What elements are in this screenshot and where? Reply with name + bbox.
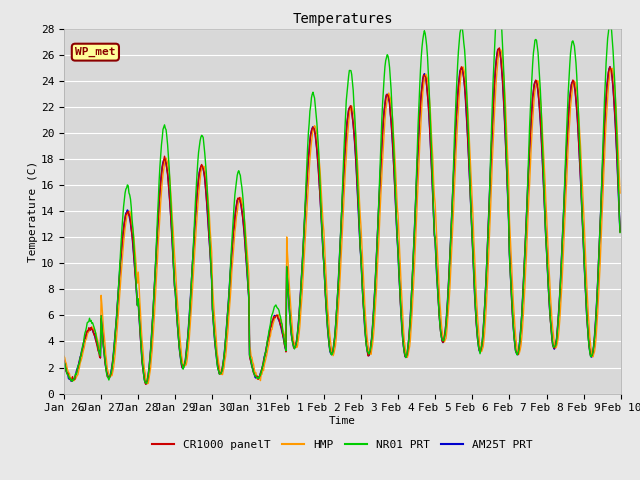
HMP bbox=[616, 190, 624, 196]
Text: WP_met: WP_met bbox=[75, 47, 116, 57]
AM25T PRT bbox=[495, 47, 502, 52]
Y-axis label: Temperature (C): Temperature (C) bbox=[28, 161, 38, 262]
NR01 PRT bbox=[60, 360, 68, 365]
Legend: CR1000 panelT, HMP, NR01 PRT, AM25T PRT: CR1000 panelT, HMP, NR01 PRT, AM25T PRT bbox=[148, 436, 537, 455]
CR1000 panelT bbox=[127, 226, 135, 232]
CR1000 panelT bbox=[70, 376, 78, 382]
HMP bbox=[127, 217, 135, 223]
Line: HMP: HMP bbox=[64, 49, 620, 384]
CR1000 panelT bbox=[60, 358, 68, 363]
NR01 PRT bbox=[410, 231, 418, 237]
AM25T PRT bbox=[127, 227, 135, 232]
CR1000 panelT bbox=[214, 363, 221, 369]
NR01 PRT bbox=[70, 376, 78, 382]
X-axis label: Time: Time bbox=[329, 416, 356, 426]
HMP bbox=[143, 381, 151, 386]
NR01 PRT bbox=[616, 229, 624, 235]
Line: CR1000 panelT: CR1000 panelT bbox=[64, 48, 620, 384]
NR01 PRT bbox=[185, 327, 193, 333]
NR01 PRT bbox=[214, 366, 221, 372]
CR1000 panelT bbox=[495, 45, 503, 51]
AM25T PRT bbox=[70, 376, 78, 382]
HMP bbox=[185, 343, 193, 348]
CR1000 panelT bbox=[616, 229, 624, 235]
CR1000 panelT bbox=[410, 233, 418, 239]
NR01 PRT bbox=[142, 380, 150, 386]
AM25T PRT bbox=[410, 232, 418, 238]
NR01 PRT bbox=[495, 0, 502, 6]
AM25T PRT bbox=[143, 381, 150, 386]
HMP bbox=[410, 268, 418, 274]
HMP bbox=[427, 112, 435, 118]
HMP bbox=[214, 354, 221, 360]
AM25T PRT bbox=[60, 359, 68, 365]
NR01 PRT bbox=[127, 204, 135, 210]
CR1000 panelT bbox=[185, 326, 193, 332]
Line: AM25T PRT: AM25T PRT bbox=[64, 49, 620, 384]
HMP bbox=[495, 46, 503, 52]
Line: NR01 PRT: NR01 PRT bbox=[64, 3, 620, 383]
Title: Temperatures: Temperatures bbox=[292, 12, 393, 26]
HMP bbox=[60, 353, 68, 359]
CR1000 panelT bbox=[142, 382, 150, 387]
AM25T PRT bbox=[427, 142, 435, 148]
AM25T PRT bbox=[616, 228, 624, 234]
AM25T PRT bbox=[214, 365, 221, 371]
AM25T PRT bbox=[185, 325, 193, 331]
NR01 PRT bbox=[427, 120, 435, 126]
CR1000 panelT bbox=[427, 142, 435, 147]
HMP bbox=[70, 378, 78, 384]
